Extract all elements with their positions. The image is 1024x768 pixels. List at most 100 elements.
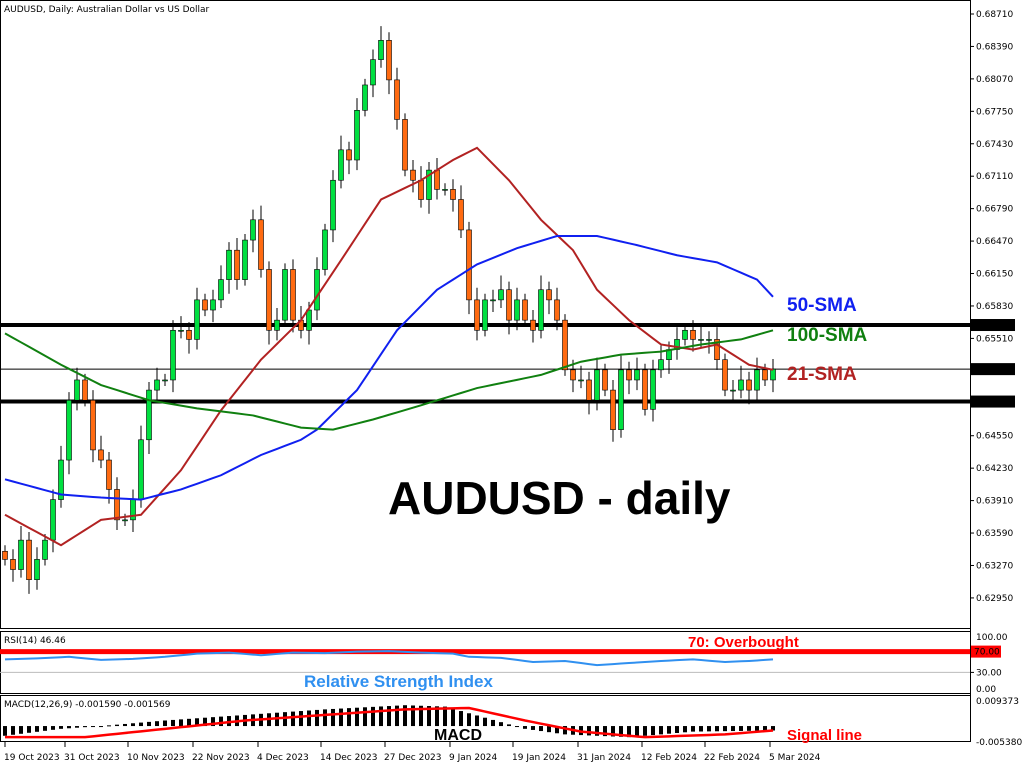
- level-price-label: 0.65207: [974, 365, 1011, 375]
- macd-histogram-bar: [651, 726, 655, 736]
- date-tick-label: 14 Dec 2023: [320, 753, 378, 763]
- level-price-label: 0.64887: [974, 398, 1011, 408]
- macd-histogram-bar: [91, 726, 95, 728]
- macd-histogram-bar: [499, 722, 503, 727]
- candle-bear: [714, 339, 720, 360]
- candle-bear: [114, 489, 120, 521]
- macd-histogram-bar: [643, 726, 647, 736]
- rsi-title: RSI(14) 46.46: [4, 636, 66, 646]
- candle-bull: [314, 269, 320, 311]
- macd-title: MACD(12,26,9) -0.001590 -0.001569: [4, 700, 171, 710]
- level-price-tag: [971, 363, 1015, 376]
- macd-histogram-bar: [35, 726, 39, 732]
- macd-histogram-bar: [331, 708, 335, 727]
- candle-bear: [530, 319, 536, 331]
- candle-bull: [282, 269, 288, 321]
- rsi-tick-label: 30.00: [976, 668, 1002, 678]
- price-tick-label: 0.68070: [976, 75, 1013, 85]
- macd-histogram-bar: [467, 713, 471, 727]
- candle-bear: [762, 369, 768, 381]
- candle-bull: [162, 379, 168, 382]
- candle-bull: [578, 379, 584, 382]
- candle-bull: [682, 329, 688, 340]
- candle-bull: [226, 249, 232, 280]
- macd-histogram-bar: [531, 726, 535, 730]
- candle-bear: [562, 319, 568, 371]
- macd-histogram-bar: [547, 726, 551, 733]
- candle-bull: [306, 309, 312, 331]
- candle-bull: [74, 379, 80, 401]
- label-50-sma: 50-SMA: [787, 295, 857, 316]
- level-price-tag: [971, 395, 1015, 408]
- date-tick-label: 9 Jan 2024: [449, 753, 497, 763]
- macd-histogram-bar: [43, 726, 47, 731]
- candle-bear: [82, 379, 88, 401]
- macd-tick-label: -0.005380: [976, 738, 1022, 748]
- candle-bull: [58, 459, 64, 500]
- price-tick-label: 0.63910: [976, 497, 1013, 507]
- candle-bear: [466, 229, 472, 301]
- macd-histogram-bar: [371, 706, 375, 727]
- candle-bear: [586, 379, 592, 401]
- macd-histogram-bar: [187, 718, 191, 727]
- date-tick-label: 22 Feb 2024: [704, 753, 760, 763]
- label-100-sma: 100-SMA: [787, 325, 868, 346]
- label-21-sma: 21-SMA: [787, 364, 857, 385]
- candle-bull: [34, 559, 40, 580]
- level-price-tag: [971, 319, 1015, 332]
- macd-histogram-bar: [411, 705, 415, 727]
- macd-histogram-bar: [27, 726, 31, 733]
- macd-histogram-bar: [715, 726, 719, 732]
- macd-histogram-bar: [291, 711, 295, 727]
- candle-bear: [402, 119, 408, 171]
- macd-histogram-bar: [347, 708, 351, 727]
- candle-bear: [258, 219, 264, 270]
- macd-histogram-bar: [179, 719, 183, 727]
- candle-bull: [658, 359, 664, 371]
- rsi-annotation: Relative Strength Index: [304, 672, 493, 691]
- macd-histogram-bar: [387, 706, 391, 727]
- 50-sma-line: [4, 235, 774, 501]
- macd-histogram-bar: [491, 719, 495, 727]
- candle-bull: [210, 299, 216, 311]
- macd-histogram-bar: [635, 726, 639, 737]
- price-tick-label: 0.67430: [976, 140, 1013, 150]
- candle-bear: [26, 539, 32, 580]
- candle-bull: [274, 319, 280, 331]
- candle-bear: [690, 329, 696, 340]
- candle-bear: [434, 169, 440, 190]
- candle-bear: [106, 459, 112, 490]
- macd-histogram-bar: [123, 723, 127, 727]
- macd-histogram-bar: [131, 723, 135, 727]
- overbought-tag-label: 70.00: [974, 648, 1000, 658]
- macd-histogram-bar: [731, 726, 735, 732]
- candle-bull: [426, 169, 432, 200]
- price-tick-label: 0.65830: [976, 302, 1013, 312]
- candle-bull: [650, 369, 656, 410]
- macd-histogram-bar: [355, 707, 359, 727]
- 21-sma-line: [4, 146, 774, 547]
- rsi-pane: [0, 631, 971, 694]
- macd-histogram-bar: [395, 705, 399, 727]
- candle-bear: [546, 289, 552, 301]
- price-tick-label: 0.66790: [976, 205, 1013, 215]
- macd-histogram-bar: [563, 726, 567, 735]
- 100-sma-line: [4, 329, 774, 431]
- date-tick-label: 5 Mar 2024: [769, 753, 821, 763]
- macd-histogram-bar: [83, 726, 87, 728]
- price-tick-label: 0.66470: [976, 237, 1013, 247]
- macd-histogram-bar: [595, 726, 599, 736]
- macd-histogram-bar: [67, 726, 71, 729]
- date-tick-label: 12 Feb 2024: [641, 753, 697, 763]
- candle-bull: [146, 389, 152, 441]
- candle-bull: [754, 369, 760, 391]
- candle-bear: [570, 369, 576, 381]
- candle-bear: [186, 329, 192, 340]
- candle-bull: [194, 299, 200, 340]
- date-tick-label: 4 Dec 2023: [257, 753, 309, 763]
- candle-bear: [458, 199, 464, 231]
- candle-bull: [122, 519, 128, 522]
- macd-histogram-bar: [435, 706, 439, 727]
- price-tick-label: 0.67750: [976, 107, 1013, 117]
